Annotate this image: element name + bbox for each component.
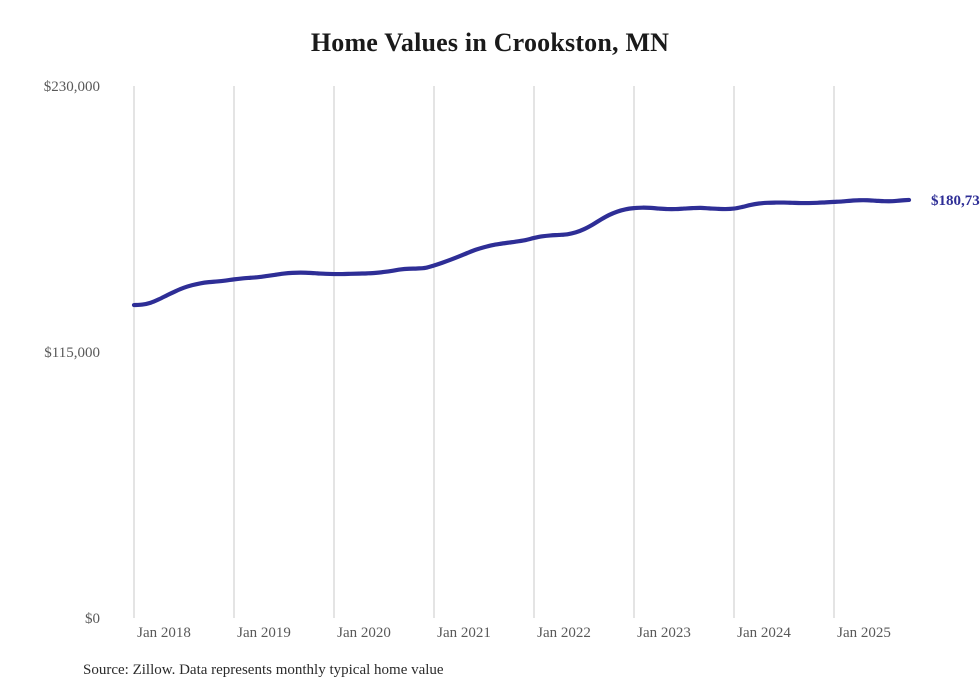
y-tick-label: $115,000	[44, 345, 100, 361]
end-value-label: $180,739	[931, 193, 980, 209]
x-tick-label: Jan 2024	[737, 625, 791, 641]
x-tick-label: Jan 2025	[837, 625, 891, 641]
end-value-label-group: $180,739	[931, 193, 980, 209]
y-tick-label: $0	[85, 611, 100, 627]
y-axis-tick-labels: $0 $115,000 $230,000	[44, 79, 100, 627]
series-line	[131, 197, 912, 308]
x-tick-label: Jan 2019	[237, 625, 291, 641]
x-axis-tick-labels: Jan 2018 Jan 2019 Jan 2020 Jan 2021 Jan 2022…	[137, 625, 891, 641]
x-tick-label: Jan 2022	[537, 625, 591, 641]
x-tick-label: Jan 2020	[337, 625, 391, 641]
source-note: Source: Zillow. Data represents monthly …	[83, 662, 444, 678]
series-line-group	[131, 197, 912, 308]
y-tick-label: $230,000	[44, 79, 100, 95]
chart-title: Home Values in Crookston, MN	[310, 28, 670, 57]
gridlines	[133, 86, 835, 618]
x-tick-label: Jan 2018	[137, 625, 191, 641]
x-tick-label: Jan 2023	[637, 625, 691, 641]
x-tick-label: Jan 2021	[437, 625, 491, 641]
